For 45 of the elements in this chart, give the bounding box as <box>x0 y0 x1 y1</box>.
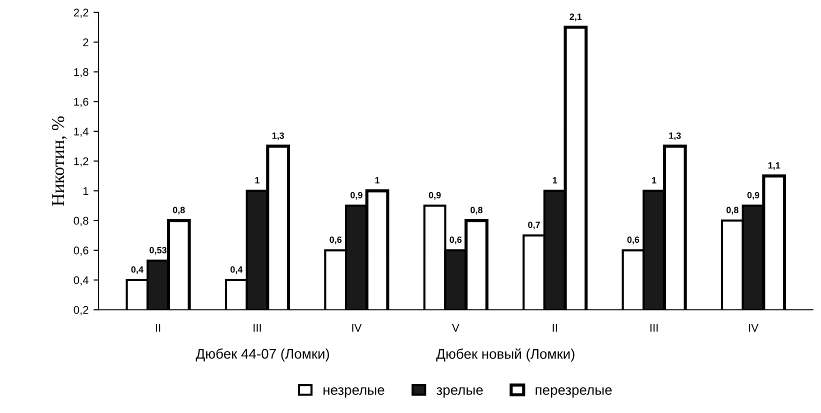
x-tick-label: II <box>156 324 160 332</box>
data-label: 1 <box>375 177 380 184</box>
data-label: 1 <box>652 177 656 184</box>
data-label: 0,6 <box>450 236 462 244</box>
y-tick-label: 1,4 <box>74 128 88 137</box>
x-tick-label: II <box>552 324 557 332</box>
data-label: 0,53 <box>150 246 166 255</box>
data-label: 2,1 <box>570 14 582 22</box>
data-label: 0,6 <box>627 236 640 244</box>
data-label: 0,8 <box>726 206 738 215</box>
y-tick-label: 1,6 <box>74 98 88 108</box>
y-tick-label: 0,8 <box>74 216 88 226</box>
y-tick-label: 2 <box>83 38 88 46</box>
data-label: 1,3 <box>669 132 681 140</box>
data-label: 0,9 <box>747 192 760 200</box>
y-tick-label: 1 <box>83 187 88 195</box>
y-tick-label: 1,2 <box>74 157 88 167</box>
x-tick-label: III <box>254 324 261 332</box>
y-tick-label: 0,2 <box>74 306 88 316</box>
y-tick-label: 0,4 <box>74 276 88 286</box>
data-label: 0,8 <box>470 206 482 215</box>
y-tick-label: 2,2 <box>74 8 88 18</box>
data-label: 0,9 <box>350 192 362 200</box>
legend-label: зрелые <box>436 387 483 398</box>
data-label: 0,9 <box>428 192 441 200</box>
data-label: 0,6 <box>330 236 342 244</box>
data-label: 0,4 <box>230 266 243 274</box>
legend-label: незрелые <box>324 387 384 398</box>
text: Дюбек 44-07 (Ломки) <box>196 348 330 362</box>
x-tick-label: V <box>452 324 460 332</box>
text: Дюбек новый (Ломки) <box>436 348 574 362</box>
data-label: 0,8 <box>172 206 185 215</box>
data-label: 0,4 <box>131 266 144 274</box>
legend-label: перезрелые <box>536 387 612 398</box>
x-tick-label: IV <box>352 324 362 332</box>
data-label: 1,1 <box>768 162 780 170</box>
y-tick-label: 1,8 <box>74 68 88 78</box>
data-label: 1,3 <box>272 132 284 140</box>
x-tick-label: IV <box>749 324 758 332</box>
data-label: 1 <box>552 177 558 184</box>
y-axis-title: Никотин, % <box>52 116 67 206</box>
x-tick-label: III <box>650 324 658 332</box>
data-label: 1 <box>255 177 260 184</box>
data-label: 0,7 <box>528 222 540 230</box>
y-tick-label: 0,6 <box>74 246 88 256</box>
